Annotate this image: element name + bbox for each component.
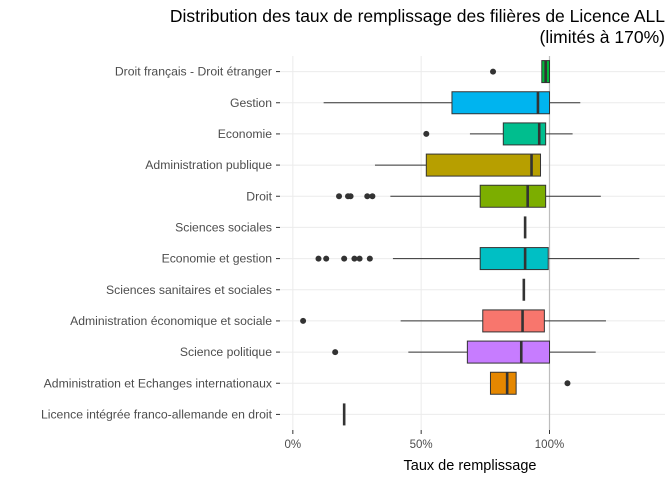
category-label: Administration et Echanges internationau… [44,376,272,390]
category-label: Sciences sanitaires et sociales [106,283,272,297]
category-label: Droit français - Droit étranger [115,65,272,79]
category-label: Sciences sociales [175,220,272,234]
outlier-point [351,255,358,262]
chart-title: Distribution des taux de remplissage des… [170,6,665,26]
category-label: Gestion [230,96,272,110]
x-tick-label: 0% [285,439,302,451]
category-label: Licence intégrée franco-allemande en dro… [41,407,273,421]
plot-area: 0% 50% 100% Droit français - Droit étranger… [41,56,665,451]
category-label: Administration publique [145,158,272,172]
outlier-point [315,255,322,262]
box [425,153,542,177]
x-tick-label: 50% [410,439,433,451]
outlier-point [364,193,371,200]
category-label: Administration économique et sociale [70,314,272,328]
category-label: Economie et gestion [162,252,272,266]
x-axis-label: Taux de remplissage [404,458,537,474]
x-tick-label: 100% [535,439,564,451]
box [451,91,551,115]
chart-subtitle: (limités à 170%) [540,27,665,47]
box [466,340,550,364]
outlier-point [347,193,354,200]
outlier-point [366,255,373,262]
box [479,247,549,271]
box [502,122,547,146]
outlier-point [490,68,497,75]
outlier-point [356,255,363,262]
outlier-point [369,193,376,200]
outlier-point [332,349,339,356]
box [479,184,547,208]
outlier-point [300,317,307,324]
outlier-point [336,193,343,200]
box [482,309,545,333]
category-label: Droit [246,189,272,203]
outlier-point [564,380,571,387]
category-label: Economie [218,127,272,141]
box [489,371,517,395]
category-label: Science politique [180,345,272,359]
outlier-point [423,130,430,137]
outlier-point [341,255,348,262]
outlier-point [323,255,330,262]
